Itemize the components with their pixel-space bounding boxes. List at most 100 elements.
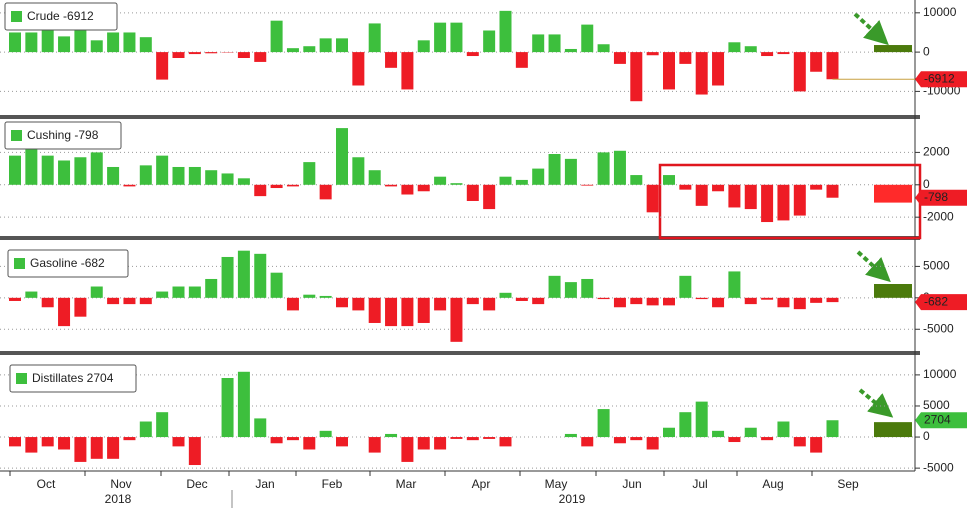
bar [793, 52, 806, 92]
bar [41, 28, 54, 53]
bar [417, 437, 430, 450]
bar [826, 184, 839, 198]
bar [695, 297, 708, 300]
x-tick-label: Nov [110, 477, 131, 491]
bar [254, 184, 267, 197]
x-tick-label: Dec [186, 477, 207, 491]
bar [646, 184, 659, 213]
bar [270, 437, 283, 444]
bar [417, 184, 430, 192]
bar [319, 295, 332, 298]
legend-swatch [11, 130, 22, 141]
bar [221, 378, 234, 438]
bar [385, 297, 398, 327]
bar [646, 297, 659, 306]
bar [107, 437, 120, 459]
bar [156, 412, 169, 438]
bar [679, 412, 692, 438]
bar [139, 297, 152, 305]
year-label: 2019 [559, 492, 586, 506]
bar [123, 184, 136, 187]
bar [107, 297, 120, 305]
bar [401, 184, 414, 195]
legend-label: Gasoline -682 [30, 256, 105, 270]
bar [90, 40, 103, 53]
bar [712, 52, 725, 86]
bar [597, 297, 610, 300]
y-tick-label: 10000 [923, 5, 957, 19]
bar [728, 271, 741, 298]
bar [368, 170, 381, 185]
bar [401, 437, 414, 462]
bar [548, 154, 561, 185]
legend-swatch [14, 258, 25, 269]
bar [286, 184, 299, 187]
bar [826, 297, 839, 303]
bar [532, 34, 545, 53]
bar [777, 297, 790, 308]
bar [270, 20, 283, 53]
bar [41, 437, 54, 447]
bar [221, 256, 234, 298]
expected-bar [874, 284, 912, 298]
bar [336, 128, 348, 185]
bar [793, 437, 806, 447]
bar [679, 52, 692, 64]
bar [254, 52, 267, 62]
bar [336, 38, 348, 53]
bar [663, 427, 675, 438]
bar [237, 178, 250, 185]
y-tick-label: 5000 [923, 259, 950, 273]
bar [793, 297, 806, 310]
x-tick-label: Jan [255, 477, 274, 491]
bar [139, 421, 152, 438]
bar [630, 175, 643, 185]
bar [450, 437, 463, 439]
bar [483, 297, 496, 311]
bar [613, 52, 626, 64]
x-tick-label: Jun [622, 477, 641, 491]
bar [319, 430, 332, 438]
value-tag [915, 412, 967, 429]
bar [532, 297, 545, 305]
bar [352, 157, 365, 185]
bar [205, 170, 218, 185]
bar [826, 52, 839, 80]
legend-label: Distillates 2704 [32, 371, 114, 385]
bar [74, 437, 87, 462]
y-tick-label: -5000 [923, 460, 954, 474]
bar [156, 52, 169, 80]
bar [205, 278, 218, 298]
bar [270, 272, 283, 298]
bar [25, 291, 38, 298]
bar [630, 437, 643, 441]
bar [728, 42, 741, 53]
legend-box [4, 2, 118, 31]
bar [123, 297, 136, 305]
value-tag [915, 189, 967, 206]
y-tick-label: 5000 [923, 398, 950, 412]
bar [548, 34, 561, 53]
bar [712, 184, 725, 192]
bar [646, 437, 659, 450]
bar [254, 253, 267, 298]
y-tick-label: 10000 [923, 367, 957, 381]
bar [401, 52, 414, 90]
year-label: 2018 [105, 492, 132, 506]
bar [368, 297, 381, 323]
bar [515, 179, 528, 185]
bar [466, 52, 479, 57]
bar [188, 286, 201, 298]
bar [466, 297, 479, 305]
expected-bar [874, 184, 912, 203]
bar [9, 32, 21, 53]
bar [581, 24, 594, 53]
bar [515, 52, 528, 68]
bar [237, 250, 250, 298]
bar [25, 32, 38, 53]
bar [532, 168, 545, 185]
bar [728, 184, 741, 208]
x-tick-label: Aug [762, 477, 783, 491]
bar [286, 437, 299, 441]
bar [205, 52, 218, 54]
